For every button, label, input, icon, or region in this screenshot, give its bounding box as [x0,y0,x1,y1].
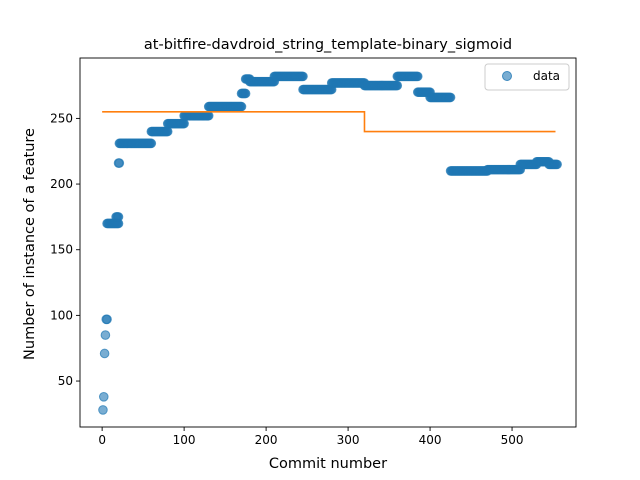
data-point [552,159,562,170]
data-point [113,212,124,222]
y-tick-label: 100 [50,308,73,322]
y-tick-label: 200 [50,177,73,191]
legend-box [484,63,570,91]
data-point [412,71,423,82]
data-point [162,126,173,137]
y-tick-label: 50 [58,374,73,388]
x-axis-label: Commit number [269,456,387,472]
x-tick-label: 0 [98,433,106,447]
data-point [146,138,157,149]
data-point [102,314,112,325]
data-point [100,330,111,340]
y-tick-label: 150 [50,243,73,257]
data-point [392,80,403,91]
chart-title: at-bitfire-davdroid_string_template-bina… [144,37,512,53]
data-point [179,118,189,129]
data-point [298,71,308,82]
y-axis-label: Number of instance of a feature [22,128,38,360]
data-point [236,101,247,112]
legend-label-data: data [533,69,560,83]
x-tick-label: 400 [419,433,442,447]
data-point [98,405,108,415]
x-tick-label: 100 [173,433,196,447]
data-point [240,88,251,99]
x-tick-label: 200 [255,433,278,447]
data-point [203,110,214,121]
plot-area: 0 100 200 300 400 500 50 100 150 200 250 [50,57,577,447]
data-point [445,92,456,103]
x-tick-label: 300 [337,433,360,447]
axes-frame [79,57,577,428]
x-tick-label: 500 [501,433,524,447]
data-point [98,392,109,402]
data-point [114,158,125,168]
data-point [99,348,110,359]
y-tick-label: 250 [50,111,73,125]
legend: data [484,63,570,91]
legend-marker-data [502,71,512,81]
fit-line [102,111,556,133]
